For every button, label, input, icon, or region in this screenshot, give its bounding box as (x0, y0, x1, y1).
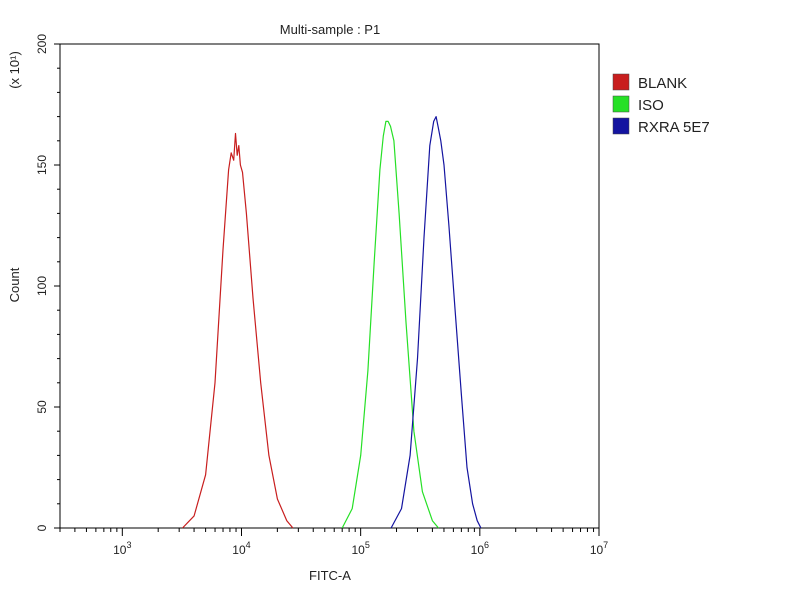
x-axis-title: FITC-A (309, 568, 351, 583)
x-tick-label: 107 (590, 540, 608, 557)
x-tick-label: 104 (232, 540, 250, 557)
legend: BLANK ISO RXRA 5E7 (612, 73, 710, 136)
series-line-rxra-5e7 (390, 115, 482, 529)
y-tick-label: 200 (35, 34, 49, 54)
x-tick-label: 106 (471, 540, 489, 557)
x-tick-label: 105 (351, 540, 369, 557)
y-tick-label: 50 (35, 400, 49, 414)
y-tick-label: 100 (35, 276, 49, 296)
legend-label: RXRA 5E7 (638, 119, 710, 136)
legend-swatch (612, 117, 630, 135)
y-tick-label: 0 (35, 524, 49, 531)
legend-swatch (612, 73, 630, 91)
legend-label: ISO (638, 97, 664, 114)
series-line-blank (182, 132, 294, 529)
plot-frame (59, 43, 600, 529)
series-line-iso (341, 120, 439, 529)
x-tick-label: 103 (113, 540, 131, 557)
x-axis: 103 104 105 106 107 (59, 528, 608, 557)
legend-label: BLANK (638, 75, 687, 92)
legend-swatch (612, 95, 630, 113)
y-multiplier-label: (x 10¹) (7, 51, 22, 89)
series-layer (182, 115, 482, 529)
y-axis-title: Count (7, 267, 22, 302)
y-tick-label: 150 (35, 155, 49, 175)
chart-title: Multi-sample : P1 (280, 22, 380, 37)
y-axis: 0 50 100 150 200 (35, 34, 60, 531)
